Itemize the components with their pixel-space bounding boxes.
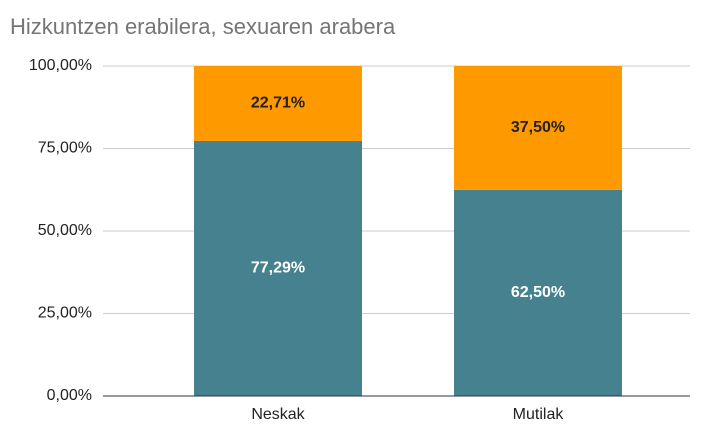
bar-segment bbox=[454, 189, 622, 396]
chart-title: Hizkuntzen erabilera, sexuaren arabera bbox=[10, 14, 396, 39]
data-label: 22,71% bbox=[251, 95, 305, 112]
y-tick-label: 25,00% bbox=[38, 305, 92, 322]
y-tick-label: 0,00% bbox=[47, 387, 92, 404]
y-tick-label: 50,00% bbox=[38, 222, 92, 239]
x-tick-label: Neskak bbox=[251, 406, 305, 423]
data-label: 62,50% bbox=[511, 284, 565, 301]
bar-segment bbox=[454, 66, 622, 190]
data-label: 37,50% bbox=[511, 119, 565, 136]
y-tick-label: 100,00% bbox=[29, 57, 92, 74]
bar-segment bbox=[194, 66, 362, 141]
y-tick-label: 75,00% bbox=[38, 140, 92, 157]
bar-segment bbox=[194, 140, 362, 396]
x-tick-label: Mutilak bbox=[513, 406, 565, 423]
data-label: 77,29% bbox=[251, 260, 305, 277]
